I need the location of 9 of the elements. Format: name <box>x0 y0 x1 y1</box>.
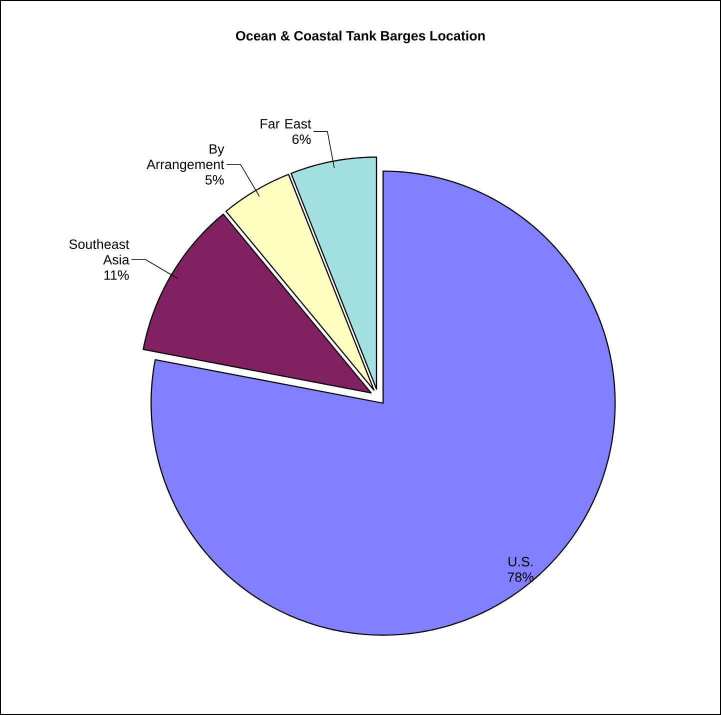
data-label: 11% <box>104 270 129 280</box>
slice-label: Far East <box>260 119 312 129</box>
data-label: 5% <box>205 175 224 185</box>
slice-label: U.S. <box>508 556 532 566</box>
chart-title: Ocean & Coastal Tank Barges Location <box>236 30 485 44</box>
data-label: 78% <box>508 572 534 582</box>
slice-label: Southeast Asia <box>69 239 130 264</box>
slice-label: By Arrangement <box>146 144 224 172</box>
data-label: 6% <box>292 134 311 144</box>
